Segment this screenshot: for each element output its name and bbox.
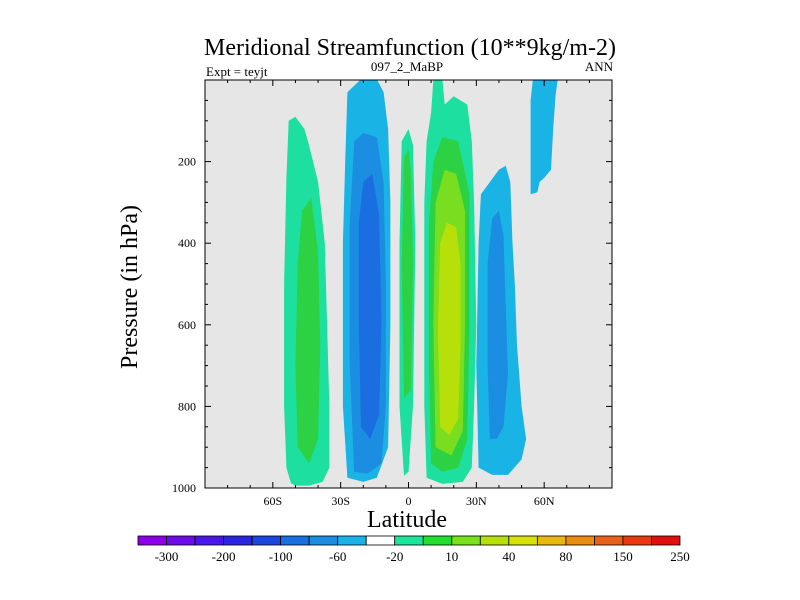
colorbar-swatch — [536, 535, 567, 546]
plot-area — [204, 79, 613, 489]
y-tick-label: 200 — [178, 155, 196, 169]
x-axis-label: Latitude — [367, 507, 447, 533]
x-tick-label: 60S — [263, 494, 282, 508]
colorbar-swatch — [280, 535, 310, 546]
y-tick-label: 600 — [178, 318, 196, 332]
colorbar-label: -60 — [329, 549, 346, 564]
contour-sh-jet-inner — [295, 198, 321, 464]
colorbar-swatch — [308, 535, 339, 546]
contour-tropic-sliver-inner — [401, 149, 413, 399]
colorbar-swatch — [337, 535, 367, 546]
x-tick-label: 0 — [406, 494, 412, 508]
colorbar-swatch — [451, 535, 481, 546]
colorbar-label: -300 — [155, 549, 179, 564]
run-label: 097_2_MaBP — [371, 59, 443, 74]
colorbar-swatch — [194, 535, 224, 546]
x-tick-label: 60N — [534, 494, 555, 508]
x-tick-label: 30N — [466, 494, 487, 508]
axes: 60S 30S 0 30N 60N 200 400 600 800 1000 — [172, 80, 612, 508]
contour-nh-ferrel-inner — [487, 210, 508, 439]
colorbar-label: 10 — [445, 549, 458, 564]
colorbar-swatch — [479, 535, 510, 546]
contour-nh-cell-core — [437, 222, 461, 435]
colorbar-swatch — [365, 535, 396, 546]
x-tick-label: 30S — [331, 494, 350, 508]
colorbar-swatch — [166, 535, 196, 546]
contour-polar-cell — [530, 80, 558, 195]
colorbar-swatch — [508, 535, 538, 546]
y-tick-label: 400 — [178, 236, 196, 250]
colorbar-swatch — [594, 535, 624, 546]
colorbar-swatch — [622, 535, 652, 546]
season-label: ANN — [585, 59, 614, 74]
y-axis-label: Pressure (in hPa) — [117, 205, 143, 369]
colorbar-label: -200 — [212, 549, 236, 564]
y-tick-label: 800 — [178, 399, 196, 413]
colorbar-label: -100 — [269, 549, 293, 564]
contour-fill-layer — [284, 80, 558, 486]
colorbar-label: -20 — [386, 549, 403, 564]
colorbar: -300 -200 -100 -60 -20 10 40 80 150 250 — [137, 535, 690, 564]
colorbar-label: 40 — [502, 549, 515, 564]
colorbar-swatch — [651, 535, 681, 546]
y-tick-label: 1000 — [172, 481, 196, 495]
contour-sh-cell-inner — [358, 173, 382, 440]
colorbar-label: 150 — [613, 549, 633, 564]
colorbar-label: 250 — [670, 549, 690, 564]
colorbar-label: 80 — [559, 549, 572, 564]
colorbar-swatch — [137, 535, 167, 546]
colorbar-swatch — [565, 535, 595, 546]
experiment-label: Expt = teyjt — [206, 64, 268, 79]
colorbar-swatch — [251, 535, 282, 546]
colorbar-swatch — [394, 535, 424, 546]
colorbar-swatch — [422, 535, 453, 546]
chart-title: Meridional Streamfunction (10**9kg/m-2) — [204, 35, 616, 61]
colorbar-swatch — [223, 535, 253, 546]
